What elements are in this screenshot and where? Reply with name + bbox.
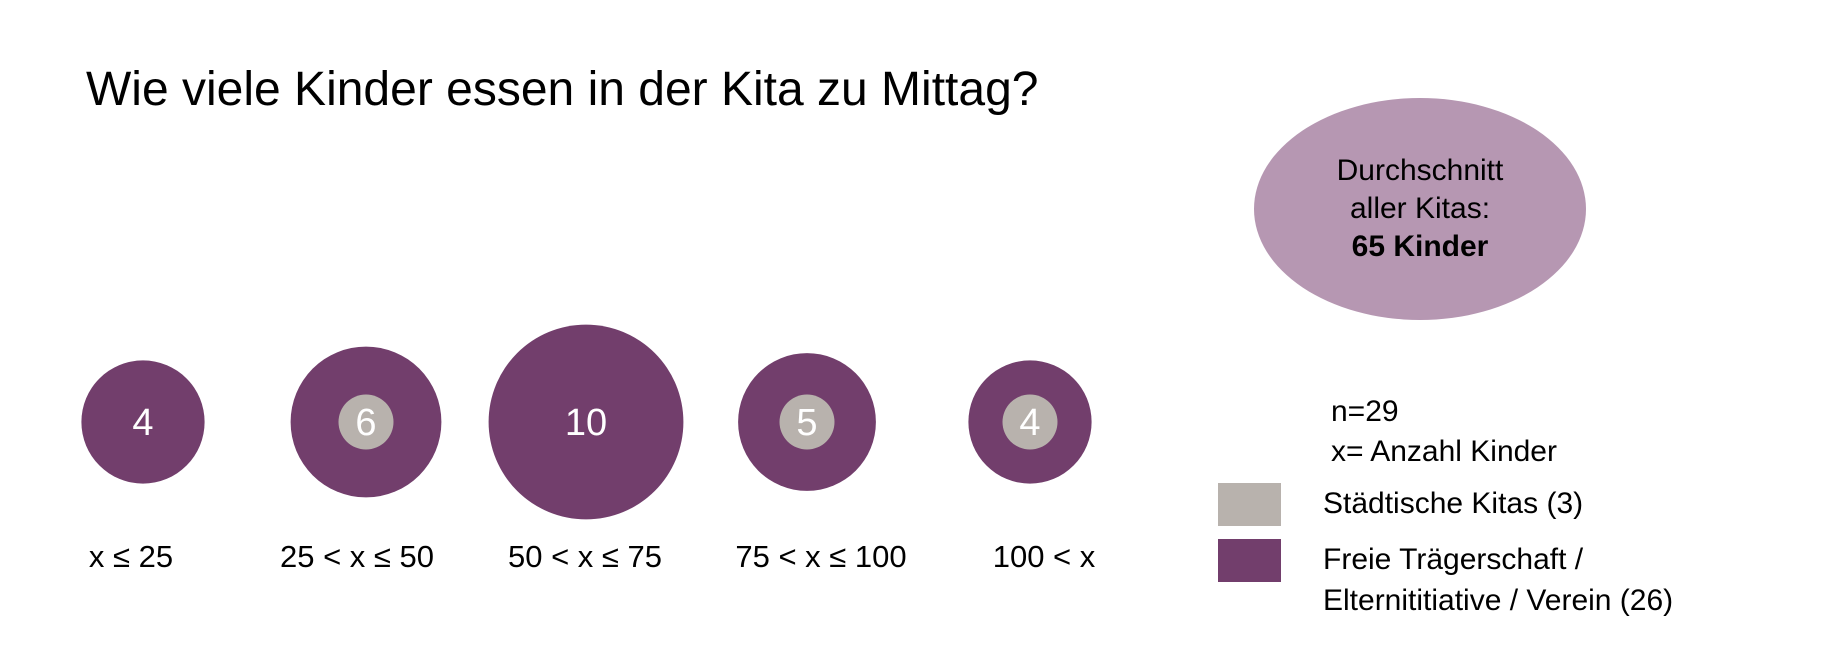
sample-size-note: n=29: [1331, 395, 1399, 428]
legend-label-line: Städtische Kitas (3): [1323, 487, 1584, 520]
category-label-1: x ≤ 25: [89, 539, 173, 574]
data-label-4: 5: [796, 402, 817, 444]
category-label-4: 75 < x ≤ 100: [735, 539, 906, 574]
bubble-inner-2: [338, 394, 394, 450]
data-label-1: 4: [132, 402, 153, 444]
legend-label-line: Freie Trägerschaft /: [1323, 543, 1584, 576]
legend-label-freie-traeger: Freie Trägerschaft / Elternititiative / …: [1323, 539, 1673, 621]
legend-item-staedtisch: Städtische Kitas (3): [1218, 483, 1583, 526]
data-label-2: 6: [355, 402, 376, 444]
chart-notes: n=29 x= Anzahl Kinder: [1331, 392, 1557, 472]
legend-label-line: Elternititiative / Verein (26): [1323, 584, 1674, 617]
bubble-3: [488, 324, 684, 520]
chart-title: Wie viele Kinder essen in der Kita zu Mi…: [86, 63, 1039, 116]
average-label-line2: aller Kitas:: [1349, 192, 1491, 225]
legend-label-staedtisch: Städtische Kitas (3): [1323, 483, 1583, 524]
bubble-1: [81, 360, 205, 484]
average-label-line1: Durchschnitt: [1336, 154, 1504, 187]
average-value: 65 Kinder: [1351, 230, 1489, 263]
data-label-3: 10: [565, 402, 607, 444]
bubble-inner-4: [779, 394, 835, 450]
legend-swatch-staedtisch: [1218, 483, 1281, 526]
legend-item-freie-traeger: Freie Trägerschaft / Elternititiative / …: [1218, 539, 1673, 621]
average-bubble: Durchschnitt aller Kitas: 65 Kinder: [1254, 98, 1586, 320]
bubble-inner-5: [1002, 394, 1058, 450]
x-definition-note: x= Anzahl Kinder: [1331, 435, 1557, 468]
category-label-3: 50 < x ≤ 75: [508, 539, 662, 574]
data-label-5: 4: [1019, 402, 1040, 444]
category-label-2: 25 < x ≤ 50: [280, 539, 434, 574]
category-label-5: 100 < x: [993, 539, 1096, 574]
legend-swatch-freie-traeger: [1218, 539, 1281, 582]
